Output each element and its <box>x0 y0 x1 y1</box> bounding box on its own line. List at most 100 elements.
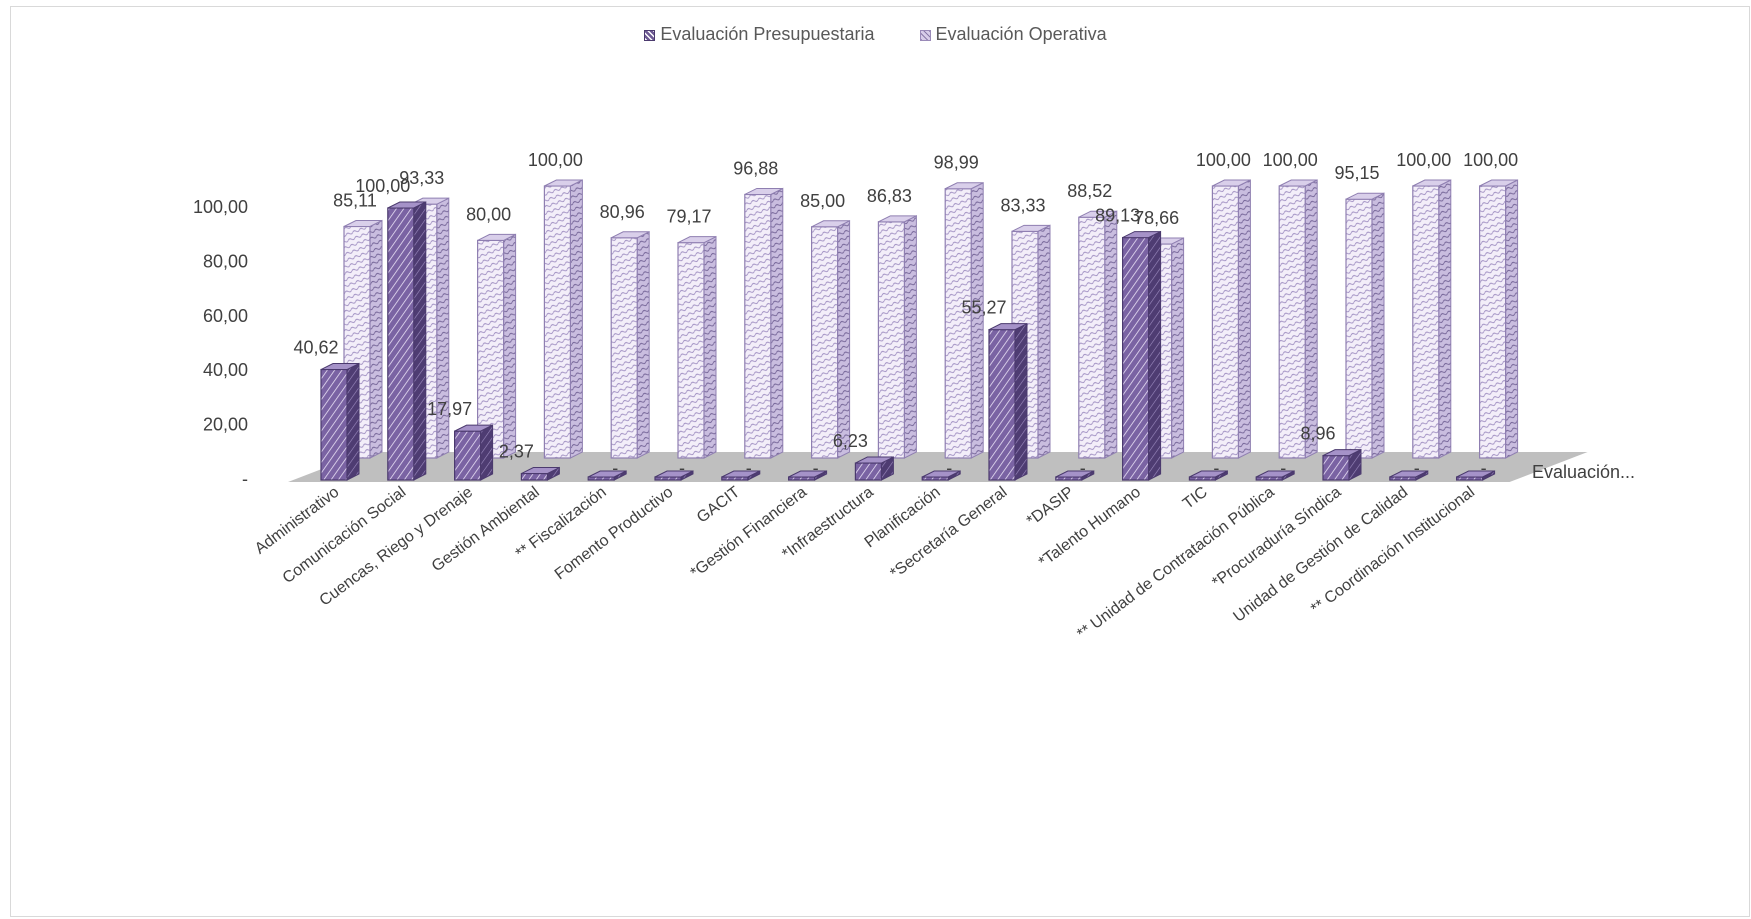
y-tick-label: 100,00 <box>193 197 248 217</box>
data-label-presupuestaria-17: - <box>1481 458 1487 478</box>
bar-presupuestaria-3 <box>520 466 560 481</box>
bar-operativa-8-side <box>903 215 917 459</box>
bar-presupuestaria-9 <box>921 470 961 481</box>
bar-presupuestaria-1-front <box>387 207 415 481</box>
bar-operativa-5-front <box>677 242 705 459</box>
data-label-presupuestaria-15: 8,96 <box>1300 424 1335 444</box>
bar-operativa-16-side <box>1438 179 1452 459</box>
bar-operativa-14-front <box>1278 185 1306 459</box>
category-label-15: *Procuraduría Síndica <box>1209 484 1344 592</box>
y-tick-label: 20,00 <box>203 415 248 435</box>
y-tick-label: 60,00 <box>203 306 248 326</box>
bar-presupuestaria-15 <box>1322 448 1362 481</box>
bar-operativa-4-side <box>636 230 650 459</box>
bar-operativa-6-front <box>744 193 772 459</box>
category-label-7: *Gestión Financiera <box>688 484 811 582</box>
legend-item-operativa[interactable]: Evaluación Operativa <box>919 24 1107 45</box>
bar-presupuestaria-1 <box>387 201 427 481</box>
bar-operativa-9-front <box>944 188 972 459</box>
bar-operativa-11-top <box>1078 210 1118 218</box>
bar-operativa-7-top <box>811 220 850 228</box>
data-label-presupuestaria-12: 89,13 <box>1095 206 1140 226</box>
bar-operativa-8 <box>877 215 917 459</box>
data-labels-layer: 85,11 93,33 80,00 100,00 80,96 79,17 96,88 85,0… <box>293 150 1518 478</box>
bar-operativa-7 <box>810 219 851 459</box>
bar-operativa-9-top <box>944 182 984 190</box>
bar-presupuestaria-10-top <box>988 323 1028 331</box>
bar-presupuestaria-2-side <box>480 424 494 481</box>
bar-operativa-0-side <box>369 219 383 459</box>
data-label-presupuestaria-14: - <box>1280 458 1286 478</box>
bar-presupuestaria-7-top <box>788 470 827 478</box>
legend: Evaluación Presupuestaria Evaluación Ope… <box>0 24 1751 45</box>
bar-operativa-15 <box>1345 192 1385 459</box>
bar-presupuestaria-5-top <box>654 470 694 478</box>
bar-operativa-7-side <box>837 219 851 459</box>
bar-presupuestaria-9-top <box>921 470 961 478</box>
data-label-operativa-11: 88,52 <box>1067 181 1112 201</box>
bar-presupuestaria-7 <box>787 470 828 481</box>
bar-presupuestaria-13 <box>1188 470 1228 481</box>
y-tick-label: 80,00 <box>203 251 248 271</box>
data-label-presupuestaria-3: 2,37 <box>499 442 534 462</box>
bar-operativa-13-front <box>1211 185 1240 459</box>
data-label-operativa-3: 100,00 <box>528 150 583 170</box>
category-label-13: TIC <box>1180 484 1211 513</box>
bar-presupuestaria-2 <box>454 424 494 481</box>
data-label-operativa-13: 100,00 <box>1196 150 1251 170</box>
legend-swatch-operativa <box>919 30 931 41</box>
bar-operativa-7-front <box>810 226 839 459</box>
bar-presupuestaria-2-top <box>454 424 493 432</box>
data-label-presupuestaria-16: - <box>1414 458 1420 478</box>
data-label-presupuestaria-0: 40,62 <box>293 338 338 358</box>
bar-operativa-4-top <box>610 231 650 239</box>
bar-presupuestaria-10 <box>988 322 1028 481</box>
bar-presupuestaria-3-top <box>521 467 560 475</box>
bar-operativa-11-side <box>1104 210 1118 459</box>
bar-presupuestaria-0-front <box>320 368 348 481</box>
data-label-operativa-15: 95,15 <box>1334 163 1379 183</box>
bar-presupuestaria-6 <box>721 470 761 481</box>
bar-operativa-6-side <box>770 187 784 459</box>
bar-presupuestaria-17-top <box>1456 470 1495 478</box>
bar-operativa-17-side <box>1505 179 1519 459</box>
legend-item-presupuestaria[interactable]: Evaluación Presupuestaria <box>644 24 875 45</box>
data-label-operativa-16: 100,00 <box>1396 150 1451 170</box>
category-label-1: Comunicación Social <box>280 484 410 587</box>
category-label-10: *Secretaría General <box>887 484 1010 583</box>
bar-operativa-9-side <box>970 181 984 459</box>
data-label-presupuestaria-2: 17,97 <box>427 399 472 419</box>
data-label-presupuestaria-6: - <box>746 458 752 478</box>
data-label-operativa-5: 79,17 <box>666 207 711 227</box>
legend-swatch-presupuestaria <box>644 30 656 41</box>
bar-presupuestaria-12-side <box>1148 230 1162 481</box>
data-label-operativa-1: 93,33 <box>399 168 444 188</box>
bar-operativa-11-front <box>1078 216 1106 459</box>
category-label-11: *DASIP <box>1024 484 1078 530</box>
bar-operativa-2-side <box>503 233 517 459</box>
bar-operativa-13-top <box>1212 179 1251 187</box>
bar-operativa-4 <box>610 230 650 459</box>
data-label-operativa-14: 100,00 <box>1263 150 1318 170</box>
bar-operativa-4-front <box>610 237 638 459</box>
bar-operativa-10-side <box>1037 224 1051 459</box>
bar-operativa-2 <box>477 233 517 459</box>
bar-operativa-11 <box>1078 210 1118 459</box>
bar-operativa-8-top <box>878 215 917 223</box>
bar-operativa-15-front <box>1345 198 1373 459</box>
bar-presupuestaria-0-side <box>346 362 360 481</box>
bar-presupuestaria-8-front <box>854 462 883 481</box>
bar-operativa-17-front <box>1478 185 1507 459</box>
bar-presupuestaria-3-front <box>520 472 549 481</box>
bar-operativa-5 <box>677 235 717 459</box>
data-label-operativa-10: 83,33 <box>1000 195 1045 215</box>
bars-layer <box>320 179 1519 481</box>
bar-presupuestaria-17 <box>1455 470 1496 481</box>
data-label-operativa-6: 96,88 <box>733 158 778 178</box>
data-label-presupuestaria-8: 6,23 <box>833 431 868 451</box>
bar-operativa-14-side <box>1304 179 1318 459</box>
bar-operativa-5-side <box>703 235 717 459</box>
bar-presupuestaria-16 <box>1389 470 1429 481</box>
bar-presupuestaria-15-front <box>1322 455 1350 481</box>
y-tick-label: - <box>242 469 248 489</box>
